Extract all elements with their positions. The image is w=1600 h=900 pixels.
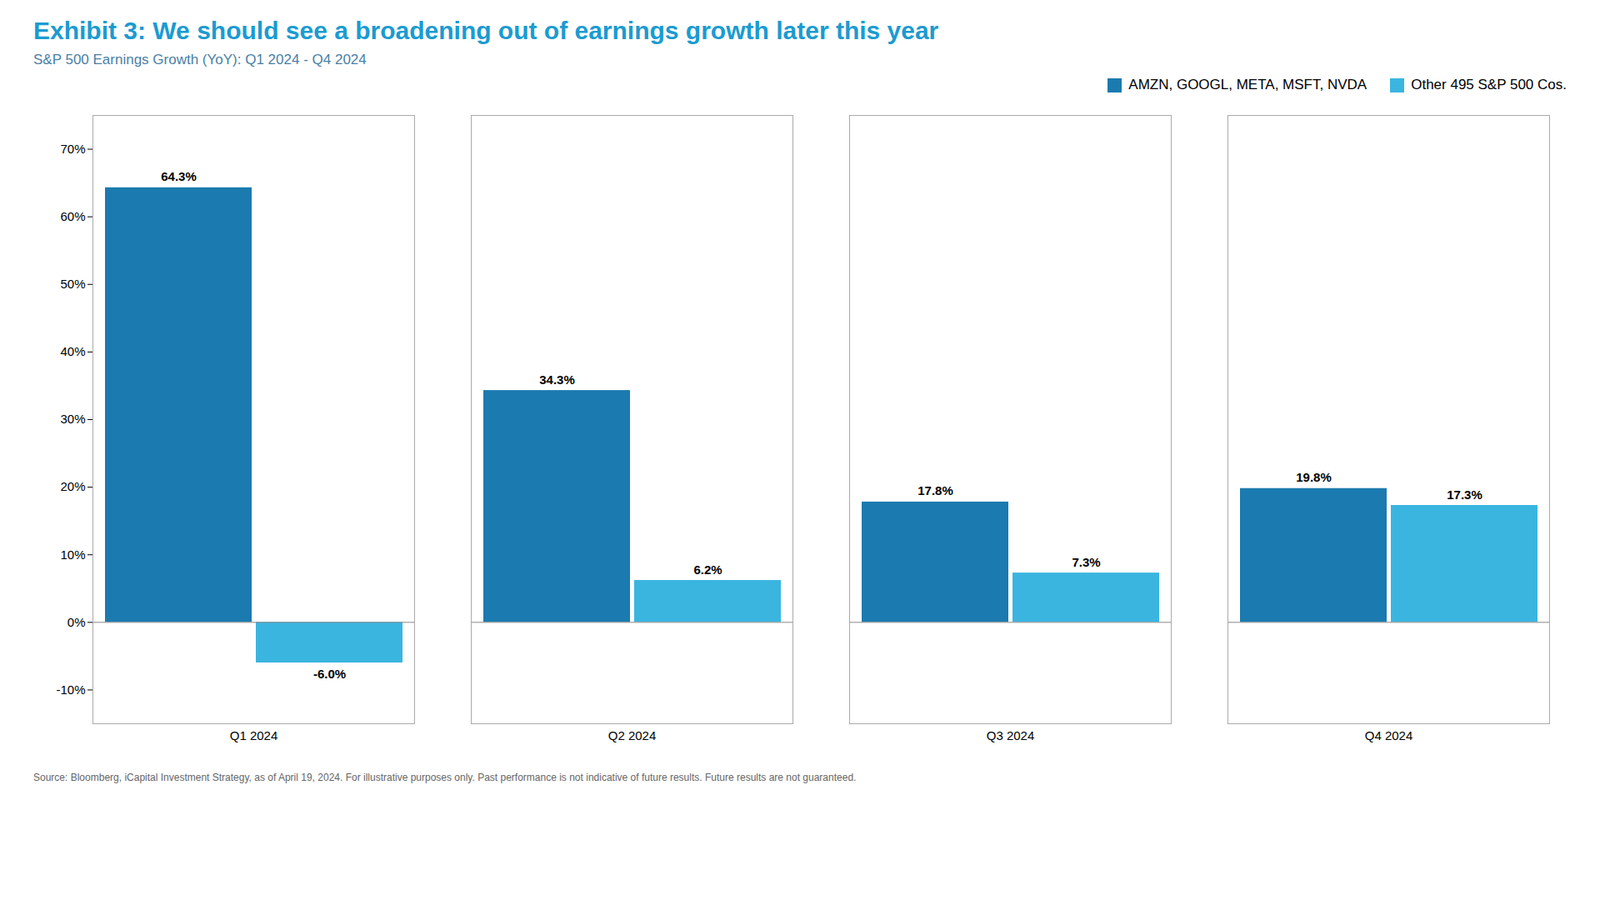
svg-text:40%: 40%	[60, 344, 85, 359]
svg-text:Q4 2024: Q4 2024	[1365, 728, 1414, 743]
svg-text:-10%: -10%	[55, 682, 85, 697]
svg-text:60%: 60%	[60, 209, 85, 224]
svg-text:6.2%: 6.2%	[693, 562, 722, 577]
svg-text:20%: 20%	[60, 479, 85, 494]
html-text:Source: Bloomberg, iCapital In: Source: Bloomberg, iCapital Investment S…	[33, 771, 857, 784]
svg-text:0%: 0%	[67, 615, 86, 630]
svg-text:Q1 2024: Q1 2024	[230, 728, 279, 743]
html-text:Other 495 S&P 500 Cos.: Other 495 S&P 500 Cos.	[1411, 76, 1567, 93]
html-text:AMZN, GOOGL, META, MSFT, NVDA: AMZN, GOOGL, META, MSFT, NVDA	[1128, 76, 1367, 93]
svg-text:17.8%: 17.8%	[917, 483, 954, 498]
html-text:S&P 500 Earnings Growth (YoY):: S&P 500 Earnings Growth (YoY): Q1 2024 -…	[33, 51, 367, 68]
svg-text:19.8%: 19.8%	[1295, 470, 1332, 485]
svg-text:64.3%: 64.3%	[160, 169, 197, 184]
svg-text:Q2 2024: Q2 2024	[608, 728, 657, 743]
svg-text:50%: 50%	[60, 276, 85, 291]
svg-text:10%: 10%	[60, 547, 85, 562]
svg-text:34.3%: 34.3%	[539, 372, 575, 387]
svg-text:7.3%: 7.3%	[1071, 555, 1100, 570]
svg-text:-6.0%: -6.0%	[313, 666, 346, 681]
svg-text:Q3 2024: Q3 2024	[986, 728, 1035, 743]
svg-text:17.3%: 17.3%	[1446, 487, 1483, 502]
html-text:Exhibit 3: We should see a bro: Exhibit 3: We should see a broadening ou…	[33, 16, 939, 45]
svg-text:30%: 30%	[60, 411, 85, 426]
svg-text:70%: 70%	[60, 141, 85, 156]
